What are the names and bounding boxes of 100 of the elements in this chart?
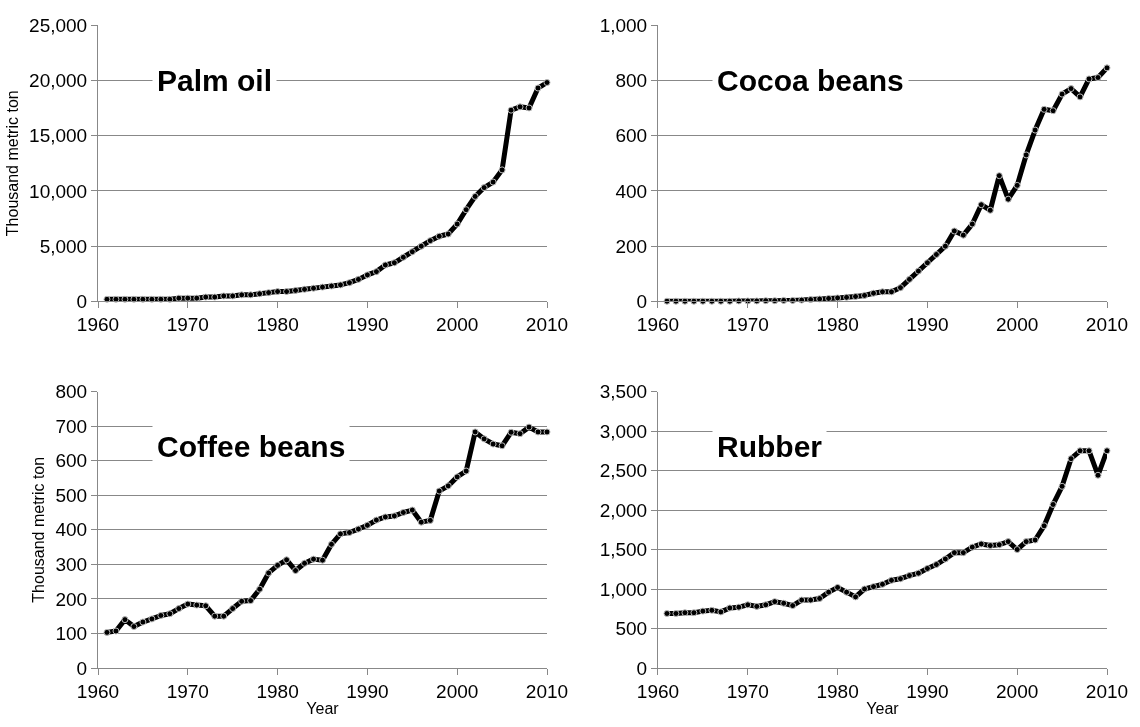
x-tick-label: 1960 (76, 680, 120, 702)
point (753, 602, 761, 610)
point (247, 291, 255, 299)
y-tick-label: 700 (55, 415, 88, 437)
point (1022, 538, 1030, 546)
point (543, 428, 551, 436)
point (699, 607, 707, 615)
point (381, 261, 389, 269)
point (1085, 447, 1093, 455)
point (229, 605, 237, 613)
point (265, 569, 273, 577)
point (193, 294, 201, 302)
point (283, 288, 291, 296)
point (923, 564, 931, 572)
point (896, 284, 904, 292)
point (1049, 107, 1057, 115)
point (1067, 85, 1075, 93)
point (471, 192, 479, 200)
x-tick-label: 2000 (996, 680, 1039, 702)
point (905, 275, 913, 283)
point (887, 576, 895, 584)
point (726, 604, 734, 612)
point (220, 292, 228, 300)
point (444, 482, 452, 490)
point (1022, 151, 1030, 159)
point (1013, 181, 1021, 189)
point (690, 609, 698, 617)
point (744, 601, 752, 609)
text: Rubber (717, 430, 823, 463)
x-tick-label: 1970 (726, 680, 769, 702)
point (834, 294, 842, 302)
y-tick-label: 25,000 (29, 14, 88, 36)
point (327, 282, 335, 290)
y-tick-label: 1,500 (599, 539, 648, 561)
point (914, 267, 922, 275)
x-tick-label: 1980 (816, 680, 859, 702)
point (672, 609, 680, 617)
point (345, 529, 353, 537)
x-tick-label: 1980 (256, 680, 299, 702)
point (941, 242, 949, 250)
y-tick-label: 3,000 (599, 420, 648, 442)
point (516, 430, 524, 438)
point (363, 521, 371, 529)
point (735, 603, 743, 611)
point (1040, 105, 1048, 113)
point (852, 593, 860, 601)
y-tick-label: 500 (55, 484, 88, 506)
point (516, 103, 524, 111)
point (771, 598, 779, 606)
point (363, 271, 371, 279)
point (681, 609, 689, 617)
point (489, 178, 497, 186)
point (336, 530, 344, 538)
point (175, 605, 183, 613)
x-tick-label: 2010 (1085, 314, 1129, 336)
y-tick-label: 2,500 (599, 460, 648, 482)
point (274, 561, 282, 569)
point (816, 295, 824, 303)
point (462, 206, 470, 214)
point (968, 220, 976, 228)
x-axis-title: Year (866, 700, 900, 718)
point (932, 561, 940, 569)
x-tick-label: 1990 (906, 680, 949, 702)
point (959, 231, 967, 239)
point (399, 253, 407, 261)
point (202, 293, 210, 301)
y-tick-label: 20,000 (29, 69, 88, 91)
y-tick-label: 3,500 (599, 381, 648, 403)
point (1076, 447, 1084, 455)
point (327, 540, 335, 548)
point (139, 618, 147, 626)
point (130, 623, 138, 631)
y-tick-label: 5,000 (39, 235, 88, 257)
point (229, 292, 237, 300)
y-tick-label: 0 (636, 291, 648, 313)
point (843, 588, 851, 596)
point (780, 599, 788, 607)
point (923, 259, 931, 267)
point (1094, 471, 1102, 479)
point (1049, 500, 1057, 508)
point (879, 288, 886, 296)
point (1013, 546, 1021, 553)
point (489, 440, 497, 448)
point (986, 206, 994, 214)
point (417, 518, 425, 526)
point (986, 542, 994, 550)
point (1004, 538, 1012, 546)
point (995, 172, 1003, 180)
point (408, 248, 416, 256)
point (417, 242, 425, 250)
point (1103, 64, 1111, 72)
point (825, 294, 833, 302)
point (112, 627, 120, 635)
point (238, 291, 246, 299)
x-tick-label: 1970 (166, 680, 209, 702)
y-tick-label: 800 (55, 381, 88, 403)
point (534, 84, 542, 92)
x-tick-label: 2010 (525, 314, 569, 336)
text: Cocoa beans (717, 64, 904, 97)
y-tick-label: 100 (55, 623, 88, 645)
